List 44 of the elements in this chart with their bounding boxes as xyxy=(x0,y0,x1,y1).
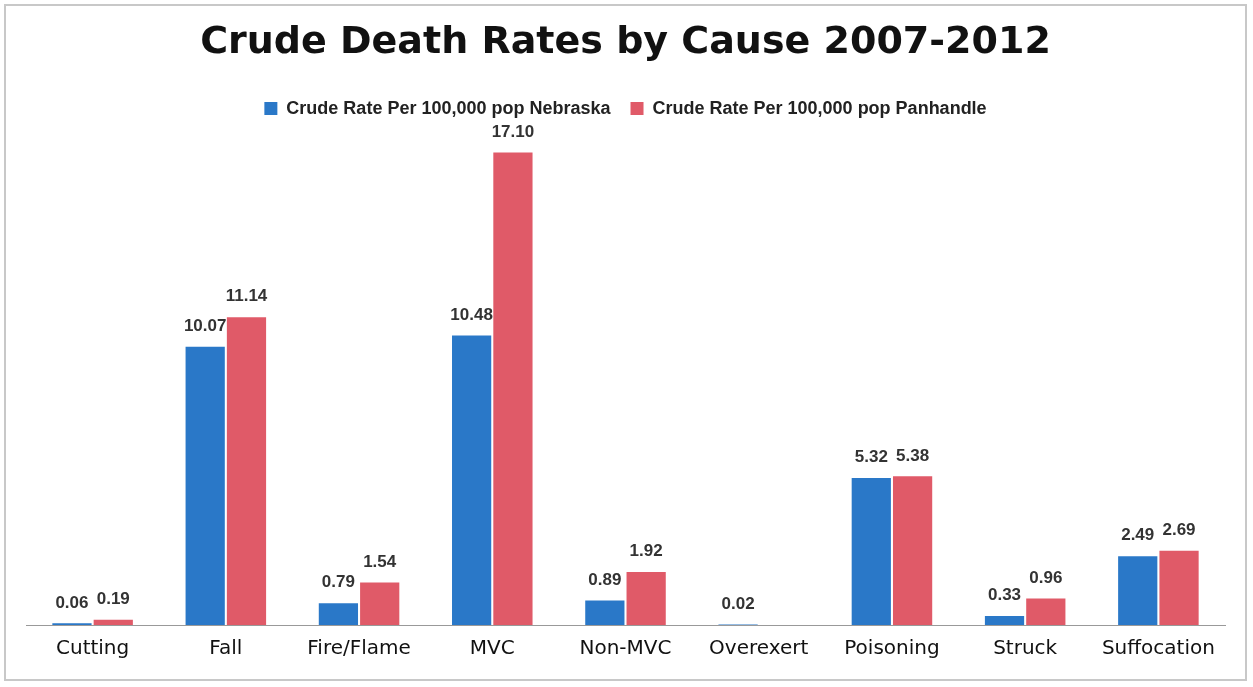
bar xyxy=(892,476,933,625)
bar xyxy=(318,603,359,625)
x-tick-label: Poisoning xyxy=(844,635,940,660)
data-label: 0.89 xyxy=(588,569,622,589)
bar xyxy=(626,571,666,625)
x-tick-label: Overexert xyxy=(709,635,809,660)
bar xyxy=(1118,556,1158,625)
bar xyxy=(984,615,1025,625)
data-label: 0.96 xyxy=(1029,567,1063,587)
bar xyxy=(1026,598,1066,625)
legend-label: Crude Rate Per 100,000 pop Panhandle xyxy=(652,97,987,118)
x-tick-label: Fire/Flame xyxy=(307,635,411,660)
data-label: 0.19 xyxy=(96,588,130,608)
data-label: 5.32 xyxy=(854,447,888,467)
data-label: 2.69 xyxy=(1162,519,1196,539)
x-tick-label: MVC xyxy=(469,635,515,660)
bar xyxy=(452,335,492,625)
data-label: 0.33 xyxy=(987,585,1022,605)
bar xyxy=(851,477,891,625)
bar xyxy=(93,619,133,625)
bar xyxy=(185,346,225,625)
data-label: 0.02 xyxy=(721,593,755,613)
x-tick-label: Non-MVC xyxy=(579,635,672,660)
bar xyxy=(585,600,625,625)
x-tick-label: Suffocation xyxy=(1101,635,1215,660)
legend-label: Crude Rate Per 100,000 pop Nebraska xyxy=(286,97,612,118)
x-tick-label: Cutting xyxy=(55,635,130,660)
x-tick-label: Struck xyxy=(993,635,1058,660)
data-label: 1.92 xyxy=(629,541,663,561)
bar xyxy=(1159,550,1199,625)
x-tick-label: Fall xyxy=(209,635,243,660)
data-label: 11.14 xyxy=(225,286,268,306)
data-label: 5.38 xyxy=(896,445,930,465)
bar xyxy=(493,152,533,625)
data-label: 17.10 xyxy=(491,121,535,141)
data-label: 0.79 xyxy=(321,572,355,592)
bar xyxy=(360,582,400,625)
data-label: 1.54 xyxy=(363,551,397,571)
bar xyxy=(226,317,267,625)
chart-title: Crude Death Rates by Cause 2007-2012 xyxy=(200,17,1051,62)
data-label: 10.07 xyxy=(183,315,227,335)
data-label: 2.49 xyxy=(1121,525,1155,545)
data-label: 10.48 xyxy=(450,304,493,324)
data-label: 0.06 xyxy=(55,592,89,612)
